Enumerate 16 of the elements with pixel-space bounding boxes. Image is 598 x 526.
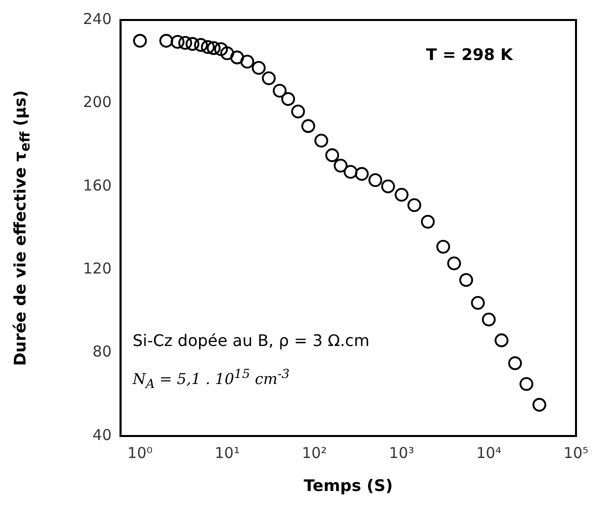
y-tick-label: 160 [82, 176, 112, 194]
y-tick-label: 200 [82, 93, 112, 112]
y-tick-label: 240 [82, 10, 112, 28]
y-tick-label: 40 [92, 426, 112, 444]
x-axis-title: Temps (S) [304, 476, 393, 495]
x-tick-label: 10² [302, 444, 327, 462]
x-tick-label: 10¹ [214, 444, 240, 462]
x-tick-label: 10³ [389, 444, 414, 462]
annotation: N$_{A}$ = 5,1 . 10$^{15}$ cm$^{-3}$ [132, 366, 290, 391]
x-tick-label: 10⁴ [476, 444, 502, 462]
x-tick-label: 10⁰ [127, 444, 153, 462]
y-tick-label: 80 [92, 342, 112, 361]
annotation: Si-Cz dopée au B, ρ = 3 Ω.cm [132, 331, 370, 350]
annotation: T = 298 K [426, 45, 513, 64]
x-tick-label: 10⁵ [563, 444, 589, 462]
y-tick-label: 120 [82, 259, 112, 278]
